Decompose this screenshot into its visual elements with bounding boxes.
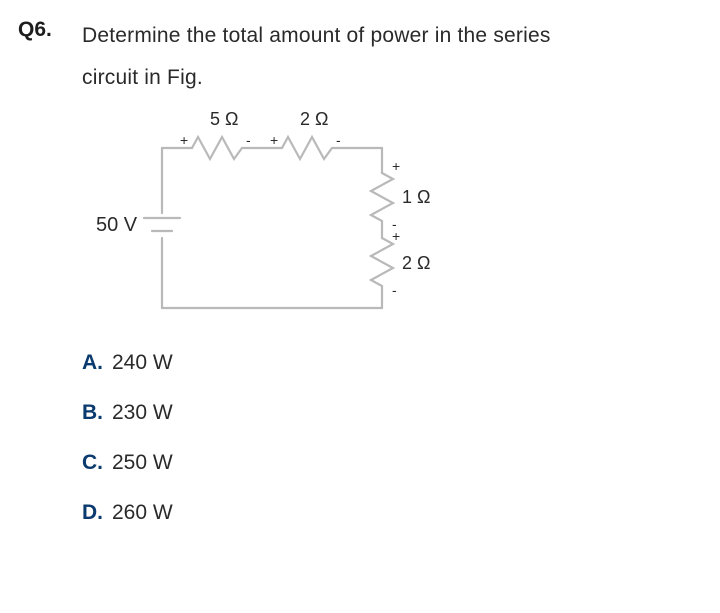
choice-b[interactable]: B. 230 W bbox=[82, 401, 696, 425]
choice-letter: D. bbox=[82, 501, 110, 525]
choice-d[interactable]: D. 260 W bbox=[82, 501, 696, 525]
r2-label: 2 Ω bbox=[300, 109, 328, 129]
choices-list: A. 240 W B. 230 W C. 250 W D. 260 W bbox=[82, 351, 696, 525]
r4-plus: + bbox=[392, 228, 400, 244]
choice-a[interactable]: A. 240 W bbox=[82, 351, 696, 375]
question-text-line1: Determine the total amount of power in t… bbox=[82, 24, 551, 47]
r4-label: 2 Ω bbox=[402, 253, 430, 273]
r4-minus: - bbox=[392, 282, 397, 298]
choice-c[interactable]: C. 250 W bbox=[82, 451, 696, 475]
r3-label: 1 Ω bbox=[402, 187, 430, 207]
choice-letter: C. bbox=[82, 451, 110, 475]
question-number: Q6. bbox=[18, 18, 82, 95]
question-text-line2: circuit in Fig. bbox=[82, 60, 551, 96]
r1-label: 5 Ω bbox=[210, 109, 238, 129]
r1-plus: + bbox=[180, 132, 188, 148]
r1-minus: - bbox=[246, 132, 251, 148]
r3-plus: + bbox=[392, 158, 400, 174]
choice-text: 230 W bbox=[112, 401, 173, 425]
question-row: Q6. Determine the total amount of power … bbox=[18, 18, 696, 95]
r2-minus: - bbox=[336, 132, 341, 148]
choice-letter: A. bbox=[82, 351, 110, 375]
circuit-figure: 5 Ω + - 2 Ω + - 1 Ω + - 2 Ω + - 50 V bbox=[82, 103, 482, 333]
choice-text: 260 W bbox=[112, 501, 173, 525]
choice-text: 240 W bbox=[112, 351, 173, 375]
choice-letter: B. bbox=[82, 401, 110, 425]
question-text: Determine the total amount of power in t… bbox=[82, 18, 551, 95]
circuit-svg: 5 Ω + - 2 Ω + - 1 Ω + - 2 Ω + - 50 V bbox=[82, 103, 482, 333]
r2-plus: + bbox=[270, 132, 278, 148]
source-label: 50 V bbox=[96, 214, 138, 236]
choice-text: 250 W bbox=[112, 451, 173, 475]
